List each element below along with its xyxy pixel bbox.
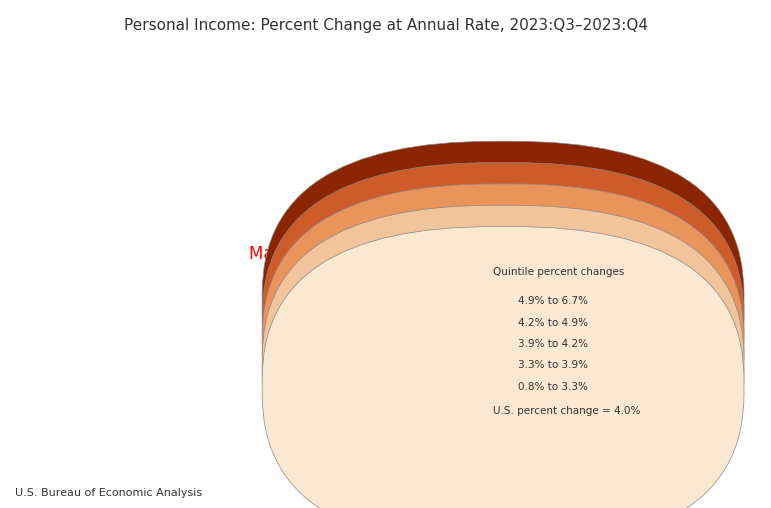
Text: 4.9% to 6.7%: 4.9% to 6.7% [518, 296, 588, 306]
Text: Map requires geopandas/cartopy: Map requires geopandas/cartopy [249, 245, 522, 263]
Text: Personal Income: Percent Change at Annual Rate, 2023:Q3–2023:Q4: Personal Income: Percent Change at Annua… [123, 18, 648, 33]
Text: U.S. percent change = 4.0%: U.S. percent change = 4.0% [493, 406, 641, 417]
Text: 3.3% to 3.9%: 3.3% to 3.9% [518, 360, 588, 370]
Text: U.S. Bureau of Economic Analysis: U.S. Bureau of Economic Analysis [15, 488, 203, 498]
Text: 0.8% to 3.3%: 0.8% to 3.3% [518, 382, 588, 392]
Text: 4.2% to 4.9%: 4.2% to 4.9% [518, 318, 588, 328]
Text: 3.9% to 4.2%: 3.9% to 4.2% [518, 339, 588, 349]
Text: Quintile percent changes: Quintile percent changes [493, 267, 625, 277]
